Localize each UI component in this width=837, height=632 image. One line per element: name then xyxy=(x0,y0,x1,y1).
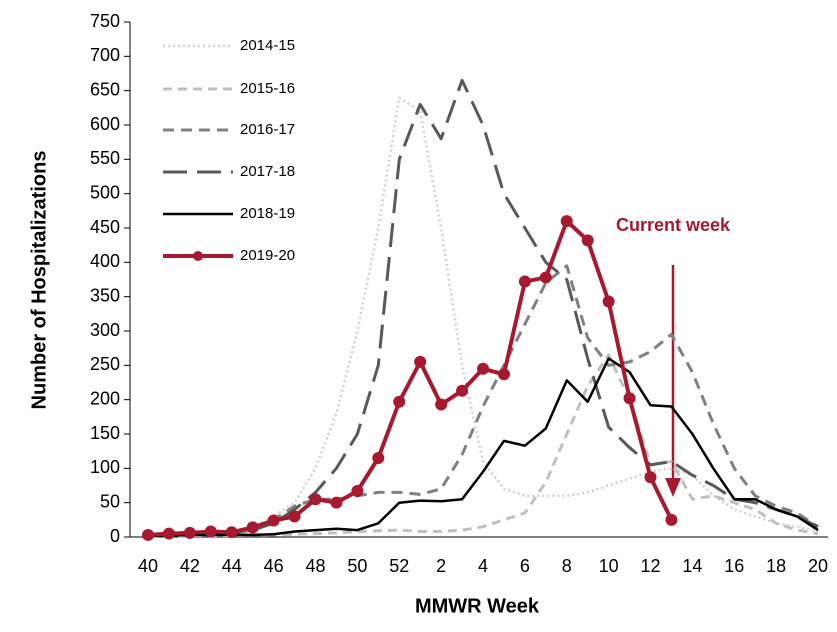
legend-text: 2018-19 xyxy=(240,205,295,222)
x-tick-label: 50 xyxy=(347,556,367,576)
data-point xyxy=(330,496,343,509)
data-point xyxy=(288,510,301,523)
legend-text: 2017-18 xyxy=(240,163,295,180)
x-tick-label: 20 xyxy=(808,556,828,576)
data-point xyxy=(665,513,678,526)
data-point xyxy=(414,355,427,368)
y-tick-label: 650 xyxy=(90,79,120,99)
data-point xyxy=(351,484,364,497)
y-tick-label: 500 xyxy=(90,182,120,202)
y-tick-label: 700 xyxy=(90,45,120,65)
legend-text: 2014-15 xyxy=(240,37,295,54)
legend-text: 2016-17 xyxy=(240,121,295,138)
y-tick-label: 50 xyxy=(100,491,120,511)
series-line xyxy=(148,78,819,538)
y-tick-label: 200 xyxy=(90,388,120,408)
data-point xyxy=(644,471,657,484)
y-tick-label: 150 xyxy=(90,423,120,443)
y-tick-label: 400 xyxy=(90,251,120,271)
data-point xyxy=(246,521,259,534)
x-tick-label: 46 xyxy=(264,556,284,576)
annotation: Current week xyxy=(616,215,731,235)
y-tick-label: 450 xyxy=(90,217,120,237)
data-point xyxy=(497,368,510,381)
data-point xyxy=(581,234,594,247)
x-tick-label: 10 xyxy=(599,556,619,576)
y-tick-label: 750 xyxy=(90,11,120,31)
x-tick-label: 2 xyxy=(436,556,446,576)
x-tick-label: 14 xyxy=(682,556,702,576)
data-point xyxy=(602,295,615,308)
y-tick-label: 550 xyxy=(90,148,120,168)
y-axis-title: Number of Hospitalizations xyxy=(28,151,50,410)
data-point xyxy=(309,493,322,506)
data-point xyxy=(518,275,531,288)
x-tick-label: 6 xyxy=(520,556,530,576)
data-point xyxy=(267,514,280,527)
x-tick-label: 44 xyxy=(222,556,242,576)
x-tick-label: 4 xyxy=(478,556,488,576)
data-point xyxy=(435,398,448,411)
series-line xyxy=(147,96,819,537)
data-point xyxy=(623,392,636,405)
arrow-head xyxy=(665,478,681,497)
legend-marker xyxy=(193,251,203,261)
x-tick-label: 8 xyxy=(562,556,572,576)
series-line xyxy=(148,357,819,537)
legend-text: 2019-20 xyxy=(240,247,295,264)
data-point xyxy=(204,525,217,538)
data-point xyxy=(183,526,196,539)
data-point xyxy=(560,215,573,228)
x-axis-title: MMWR Week xyxy=(415,595,540,617)
y-tick-label: 600 xyxy=(90,114,120,134)
y-tick-label: 100 xyxy=(90,457,120,477)
y-tick-label: 250 xyxy=(90,354,120,374)
y-tick-label: 350 xyxy=(90,285,120,305)
data-point xyxy=(225,526,238,539)
y-tick-label: 300 xyxy=(90,320,120,340)
x-tick-label: 40 xyxy=(138,556,158,576)
series-line xyxy=(148,353,819,538)
data-point xyxy=(162,527,175,540)
data-point xyxy=(142,528,154,541)
x-tick-label: 52 xyxy=(389,556,409,576)
series-line xyxy=(148,264,819,538)
data-point xyxy=(393,395,406,408)
y-tick-label: 0 xyxy=(110,526,120,546)
x-tick-label: 18 xyxy=(766,556,786,576)
x-tick-label: 48 xyxy=(305,556,325,576)
x-tick-label: 12 xyxy=(640,556,660,576)
x-tick-label: 42 xyxy=(180,556,200,576)
data-point xyxy=(372,452,385,465)
legend-text: 2015-16 xyxy=(240,80,295,97)
data-point xyxy=(477,362,489,375)
x-tick-label: 16 xyxy=(724,556,744,576)
data-point xyxy=(456,384,469,397)
data-point xyxy=(539,271,552,284)
